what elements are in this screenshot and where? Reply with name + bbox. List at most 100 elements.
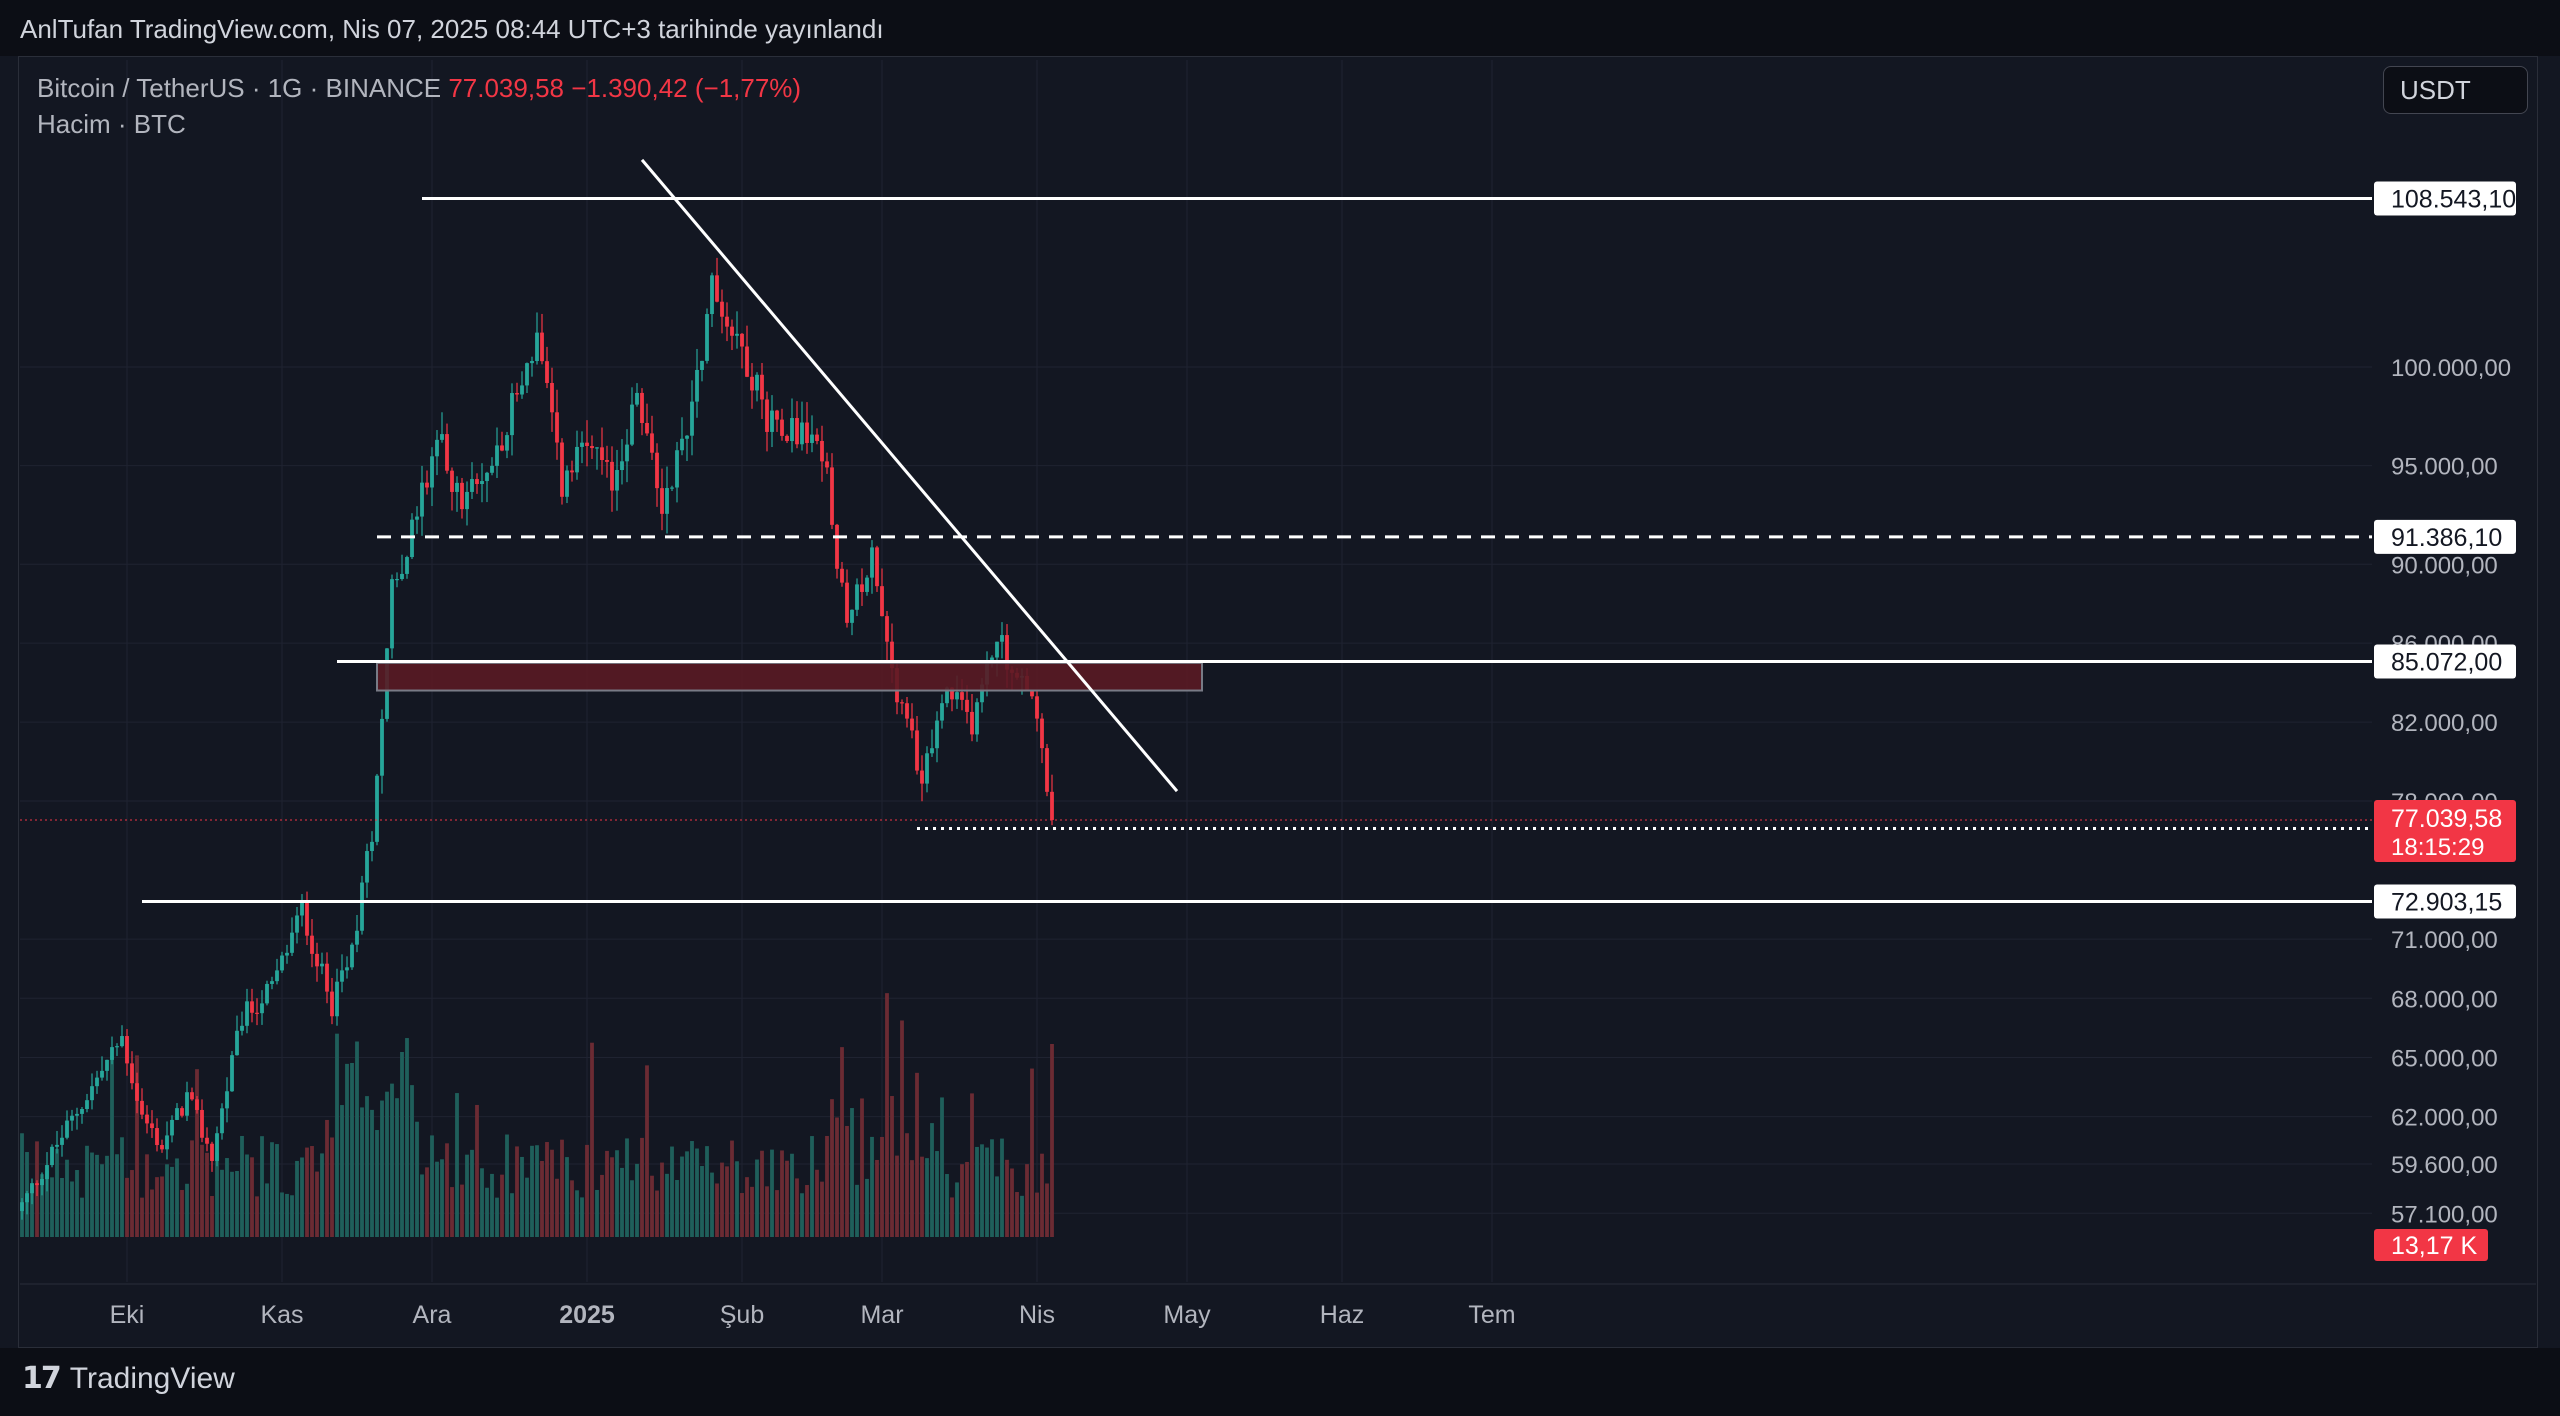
volume-bar <box>745 1177 749 1237</box>
candle-body <box>700 360 704 370</box>
volume-bar <box>80 1197 84 1237</box>
volume-value-box <box>2374 1229 2488 1261</box>
volume-bar <box>410 1085 414 1237</box>
candle-body <box>570 470 574 473</box>
volume-bar <box>595 1189 599 1237</box>
candle-body <box>45 1165 49 1180</box>
volume-bar <box>790 1153 794 1237</box>
volume-bar <box>740 1193 744 1237</box>
candle-body <box>165 1135 169 1150</box>
volume-bar <box>210 1196 214 1237</box>
candle-body <box>680 438 684 451</box>
candle-body <box>505 435 509 451</box>
candle-body <box>930 748 934 754</box>
candle-body <box>80 1109 84 1114</box>
volume-bar <box>50 1177 54 1237</box>
y-tick-label: 82.000,00 <box>2391 710 2498 737</box>
volume-bar <box>930 1123 934 1237</box>
candle-body <box>460 482 464 510</box>
candle-body <box>245 1001 249 1026</box>
volume-bar <box>815 1169 819 1237</box>
volume-bar <box>655 1190 659 1237</box>
volume-bar <box>125 1177 129 1237</box>
volume-bar <box>180 1189 184 1237</box>
candle-body <box>320 963 324 967</box>
x-tick-label: Ara <box>413 1301 452 1329</box>
volume-bar <box>1010 1168 1014 1237</box>
volume-bar <box>855 1184 859 1237</box>
candle-body <box>825 461 829 468</box>
candle-body <box>670 487 674 489</box>
volume-bar <box>340 1105 344 1237</box>
candle-body <box>530 360 534 364</box>
candle-body <box>225 1091 229 1109</box>
volume-bar <box>985 1147 989 1237</box>
candle-body <box>870 547 874 578</box>
volume-bar <box>820 1181 824 1237</box>
candle-body <box>280 955 284 971</box>
candle-body <box>220 1108 224 1134</box>
volume-bar <box>435 1161 439 1237</box>
volume-bar <box>970 1093 974 1237</box>
candle-body <box>660 488 664 514</box>
volume-bar <box>280 1192 284 1237</box>
candle-body <box>25 1193 29 1203</box>
candle-body <box>955 692 959 700</box>
volume-bar <box>1015 1192 1019 1237</box>
trendline[interactable] <box>640 158 1179 793</box>
candle-body <box>545 361 549 383</box>
volume-bar <box>965 1161 969 1237</box>
candle-body <box>990 657 994 661</box>
chart-frame[interactable] <box>18 56 2538 1348</box>
candle-body <box>110 1047 114 1060</box>
last-price: 77.039,58 <box>448 73 564 103</box>
volume-bar <box>795 1178 799 1237</box>
candle-body <box>85 1100 89 1110</box>
volume-bar <box>850 1108 854 1237</box>
candle-body <box>70 1115 74 1121</box>
last-price-box <box>2374 799 2516 862</box>
candle-body <box>740 333 744 347</box>
currency-button[interactable]: USDT <box>2383 66 2528 114</box>
candle-body <box>785 435 789 442</box>
candle-body <box>500 445 504 451</box>
candle-body <box>395 579 399 581</box>
volume-bar <box>555 1178 559 1237</box>
volume-bar <box>360 1107 364 1237</box>
candle-body <box>375 775 379 842</box>
volume-bar <box>890 1096 894 1237</box>
candle-body <box>565 470 569 497</box>
volume-bar <box>835 1117 839 1237</box>
candle-body <box>495 445 499 466</box>
y-tick-label: 71.000,00 <box>2391 927 2498 954</box>
candle-body <box>390 579 394 649</box>
volume-bar <box>675 1180 679 1237</box>
candle-body <box>975 702 979 735</box>
candle-body <box>765 399 769 432</box>
candle-body <box>850 609 854 623</box>
candle-body <box>305 901 309 936</box>
volume-bar <box>315 1171 319 1237</box>
candle-body <box>820 440 824 462</box>
candle-body <box>65 1120 69 1138</box>
candle-body <box>675 450 679 488</box>
volume-bar <box>955 1182 959 1237</box>
level-price-box <box>2374 519 2516 554</box>
volume-bar <box>860 1098 864 1237</box>
level-price-label: 85.072,00 <box>2391 648 2502 676</box>
candle-body <box>1035 696 1039 719</box>
volume-bar <box>895 1155 899 1237</box>
volume-bar <box>770 1149 774 1237</box>
level-price-label: 91.386,10 <box>2391 524 2502 552</box>
candle-body <box>515 393 519 395</box>
candle-body <box>865 577 869 592</box>
candle-body <box>185 1092 189 1116</box>
volume-bar <box>760 1150 764 1237</box>
tradingview-brand[interactable]: 17 TradingView <box>22 1361 235 1396</box>
candle-body <box>615 470 619 491</box>
volume-bar <box>570 1180 574 1237</box>
volume-bar <box>40 1174 44 1237</box>
candle-body <box>490 465 494 473</box>
candle-body <box>840 568 844 583</box>
